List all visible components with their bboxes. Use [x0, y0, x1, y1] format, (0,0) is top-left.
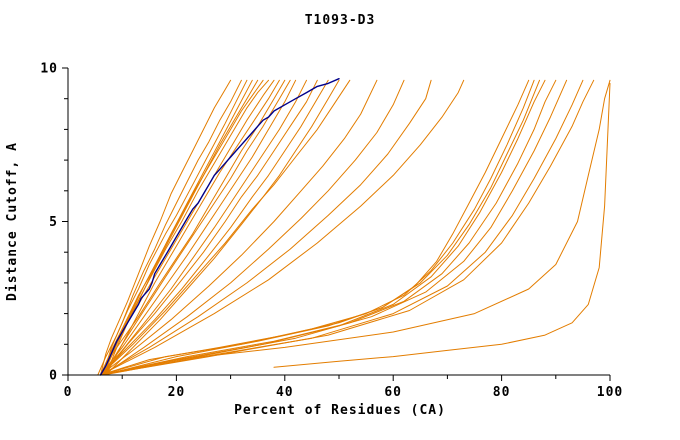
series-line — [100, 79, 307, 376]
series-line — [100, 79, 557, 376]
series-line — [102, 79, 540, 376]
x-tick-label: 60 — [384, 385, 402, 400]
series-line — [102, 79, 405, 376]
y-tick-label: 10 — [40, 62, 58, 77]
series-line — [100, 79, 329, 376]
x-tick-label: 100 — [597, 385, 623, 400]
series-line — [100, 79, 530, 376]
x-axis-label: Percent of Residues (CA) — [234, 403, 446, 418]
x-tick-label: 0 — [64, 385, 73, 400]
y-tick-label: 5 — [49, 215, 58, 230]
series-line — [100, 79, 297, 376]
chart-title: T1093-D3 — [304, 13, 376, 28]
series-line — [100, 79, 595, 376]
series-line — [100, 79, 351, 376]
highlighted-series-line — [99, 77, 340, 376]
series-line — [105, 79, 340, 376]
series-line — [102, 79, 318, 376]
series-line — [102, 79, 269, 376]
series-line — [100, 79, 264, 376]
series-line — [100, 79, 611, 376]
series-line — [100, 79, 232, 376]
series-line — [97, 79, 248, 376]
series-line — [100, 79, 568, 376]
series-line — [102, 79, 291, 376]
series-line — [100, 79, 286, 376]
series-line — [100, 79, 432, 376]
series-line — [105, 79, 280, 376]
series-line — [273, 82, 611, 368]
series-line — [100, 79, 465, 376]
y-axis-label: Distance Cutoff, A — [5, 142, 20, 301]
x-tick-label: 80 — [493, 385, 511, 400]
y-tick-label: 0 — [49, 369, 58, 384]
series-line — [100, 79, 378, 376]
x-tick-label: 20 — [168, 385, 186, 400]
x-tick-label: 40 — [276, 385, 294, 400]
